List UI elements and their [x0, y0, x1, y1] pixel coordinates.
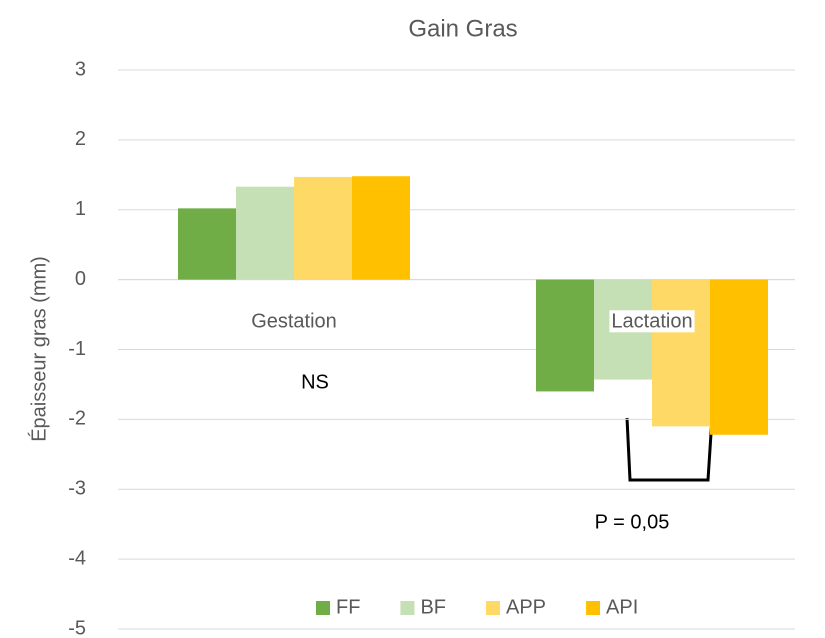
y-axis-label: Épaisseur gras (mm)	[27, 256, 50, 442]
bar	[536, 279, 594, 392]
legend-label: FF	[336, 596, 360, 618]
legend-label: API	[606, 596, 638, 618]
y-tick-label: 2	[75, 128, 86, 150]
annotation: P = 0,05	[595, 511, 670, 533]
bar	[352, 176, 410, 280]
bar	[294, 176, 352, 280]
legend-swatch	[400, 601, 415, 615]
legend-swatch	[316, 601, 330, 615]
chart-title: Gain Gras	[408, 15, 517, 42]
bar	[710, 279, 768, 435]
bar	[652, 279, 710, 427]
label-background	[609, 310, 695, 333]
y-tick-label: 3	[75, 58, 86, 80]
y-tick-label: -5	[68, 617, 86, 638]
y-tick-label: -3	[68, 478, 86, 500]
label-background	[249, 310, 339, 333]
legend-label: BF	[420, 596, 446, 618]
y-tick-label: -2	[68, 408, 86, 430]
legend-swatch	[486, 601, 500, 615]
bar	[178, 208, 236, 280]
x-tick-label: Lactation	[611, 310, 692, 332]
annotation: NS	[301, 371, 329, 393]
legend-label: APP	[506, 596, 546, 618]
y-tick-label: -1	[68, 338, 86, 360]
y-tick-label: 0	[75, 268, 86, 290]
y-tick-label: 1	[75, 198, 86, 220]
grid	[118, 69, 795, 630]
legend-swatch	[586, 601, 601, 615]
y-tick-label: -4	[68, 547, 86, 569]
bar	[236, 186, 294, 280]
x-tick-label: Gestation	[251, 310, 337, 332]
